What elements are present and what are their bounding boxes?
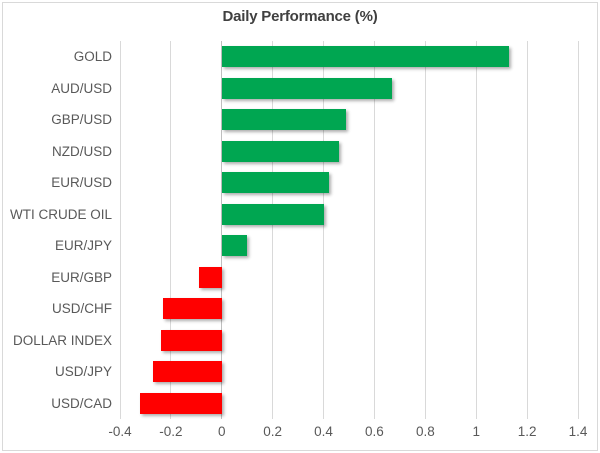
vertical-gridline bbox=[526, 41, 528, 419]
bar-eur-jpy bbox=[221, 235, 248, 257]
category-label: EUR/JPY bbox=[54, 238, 112, 254]
category-label: NZD/USD bbox=[52, 143, 112, 159]
bar-usd-chf bbox=[163, 298, 222, 320]
bar-wti-crude-oil bbox=[221, 203, 324, 225]
bar-nzd-usd bbox=[221, 140, 339, 162]
x-tick-label: 0.8 bbox=[415, 424, 435, 439]
x-tick-label: 0.4 bbox=[314, 424, 333, 439]
vertical-gridline bbox=[272, 41, 274, 419]
category-label: GOLD bbox=[73, 49, 112, 65]
x-tick-label: 0.6 bbox=[365, 424, 384, 439]
chart-title: Daily Performance (%) bbox=[222, 8, 378, 25]
x-tick-label: 1.2 bbox=[517, 424, 537, 439]
vertical-gridline bbox=[373, 41, 375, 419]
vertical-gridline bbox=[475, 41, 477, 419]
x-tick-label: 0 bbox=[218, 424, 226, 439]
category-label: AUD/USD bbox=[51, 80, 112, 96]
category-label: WTI CRUDE OIL bbox=[9, 206, 112, 222]
bar-dollar-index bbox=[160, 329, 222, 351]
vertical-gridline bbox=[577, 41, 579, 419]
vertical-gridline bbox=[119, 41, 121, 419]
x-tick-label: 1.4 bbox=[568, 424, 588, 439]
bar-eur-gbp bbox=[198, 266, 222, 288]
bar-gbp-usd bbox=[221, 109, 347, 131]
x-tick-label: -0.4 bbox=[108, 424, 132, 439]
bar-gold bbox=[221, 46, 510, 68]
category-label: GBP/USD bbox=[51, 112, 112, 128]
y-axis-category-labels: GOLD AUD/USD GBP/USD NZD/USD EUR/USD WTI CRUD… bbox=[0, 41, 112, 419]
vertical-gridline bbox=[424, 41, 426, 419]
category-label: DOLLAR INDEX bbox=[12, 332, 112, 348]
x-tick-label: 1 bbox=[472, 424, 480, 439]
category-label: USD/CHF bbox=[52, 301, 112, 317]
x-axis: -0.4 -0.2 0 0.2 0.4 0.6 0.8 1 1.2 1.4 bbox=[108, 424, 587, 442]
x-tick-label: 0.2 bbox=[263, 424, 283, 439]
category-label: USD/JPY bbox=[54, 364, 112, 380]
bar-eur-usd bbox=[221, 172, 329, 194]
category-label: USD/CAD bbox=[51, 395, 112, 411]
bar-usd-cad bbox=[140, 392, 222, 414]
x-tick-label: -0.2 bbox=[159, 424, 183, 439]
bar-aud-usd bbox=[221, 77, 393, 99]
category-label: EUR/USD bbox=[51, 175, 112, 191]
bar-usd-jpy bbox=[153, 361, 222, 383]
plot-area bbox=[119, 41, 579, 419]
category-label: EUR/GBP bbox=[51, 269, 112, 285]
vertical-gridline bbox=[323, 41, 325, 419]
vertical-gridline bbox=[170, 41, 172, 419]
zero-axis-line bbox=[221, 41, 223, 419]
